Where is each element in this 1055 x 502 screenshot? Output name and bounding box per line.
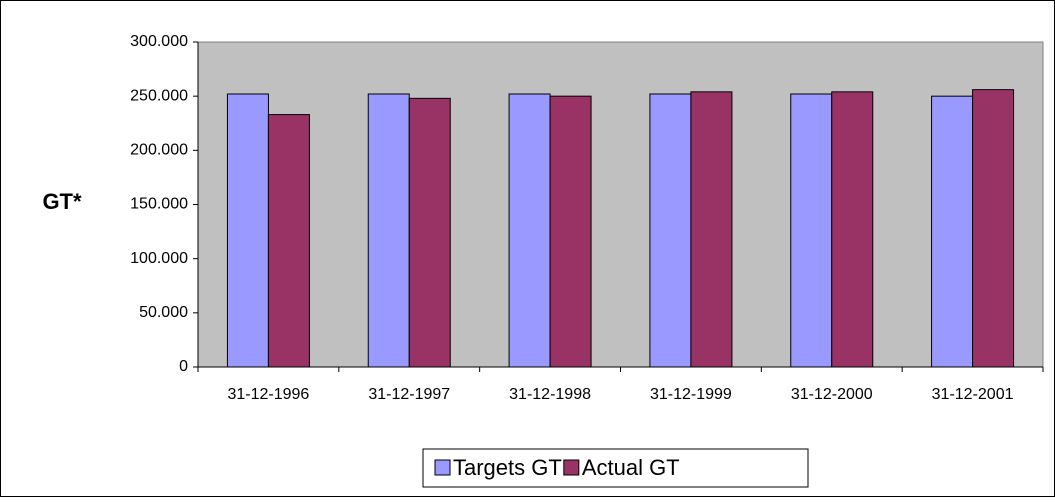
bar bbox=[831, 91, 874, 368]
x-tick-label: 31-12-1998 bbox=[509, 386, 591, 403]
bar bbox=[408, 97, 451, 368]
bar bbox=[972, 89, 1015, 368]
y-tick-label: 100.000 bbox=[130, 250, 188, 267]
bar bbox=[790, 93, 833, 368]
bar bbox=[226, 93, 269, 368]
y-tick-label: 300.000 bbox=[130, 33, 188, 50]
y-tick-label: 150.000 bbox=[130, 196, 188, 213]
bar bbox=[508, 93, 551, 368]
plot-area bbox=[197, 41, 1044, 368]
x-tick-label: 31-12-1996 bbox=[227, 386, 309, 403]
legend-label: Actual GT bbox=[582, 455, 680, 480]
legend-box bbox=[422, 448, 809, 488]
bar bbox=[649, 93, 692, 368]
bar bbox=[690, 91, 733, 368]
legend-swatch bbox=[563, 459, 580, 476]
legend-swatch bbox=[434, 459, 451, 476]
y-tick-label: 250.000 bbox=[130, 87, 188, 104]
y-tick-label: 200.000 bbox=[130, 142, 188, 159]
bar bbox=[367, 93, 410, 368]
x-tick-label: 31-12-1997 bbox=[368, 386, 450, 403]
legend-label: Targets GT bbox=[453, 455, 562, 480]
y-axis-label: GT* bbox=[42, 189, 82, 214]
bar bbox=[549, 95, 592, 368]
x-tick-label: 31-12-2001 bbox=[932, 386, 1014, 403]
y-tick-label: 50.000 bbox=[139, 304, 188, 321]
x-tick-label: 31-12-1999 bbox=[650, 386, 732, 403]
x-tick-label: 31-12-2000 bbox=[791, 386, 873, 403]
bar bbox=[931, 95, 974, 368]
bar bbox=[267, 114, 310, 368]
y-tick-label: 0 bbox=[179, 358, 188, 375]
